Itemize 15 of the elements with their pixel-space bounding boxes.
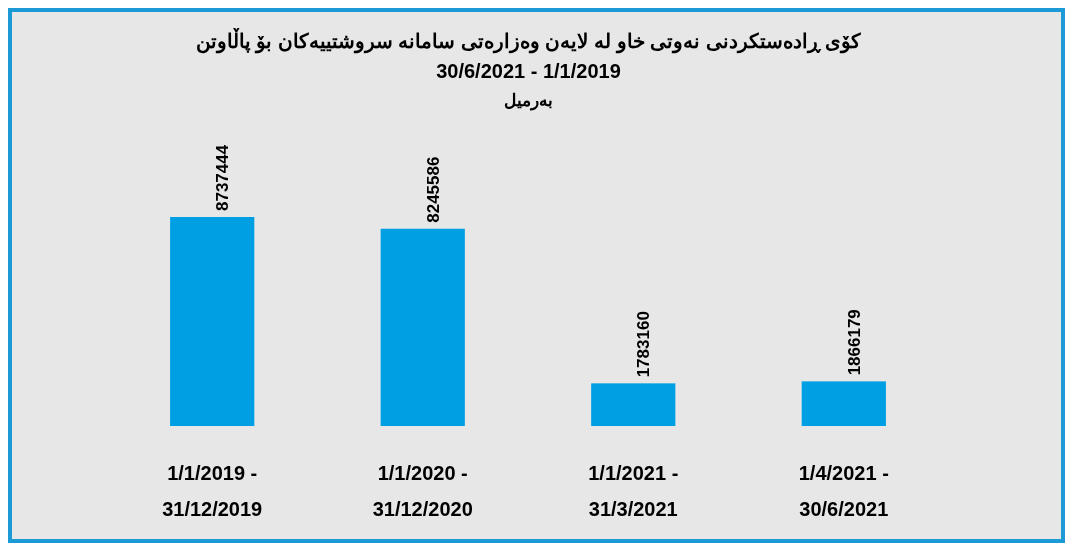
x-tick-label: 1/1/2020 - 31/12/2020 [372, 462, 473, 520]
x-tick-label: 1/1/2019 - 31/12/2019 [162, 462, 263, 520]
x-tick-label: 1/4/2021 - 30/6/2021 [798, 462, 889, 520]
bar [801, 381, 886, 426]
data-label: 1783160 [634, 311, 654, 378]
bar [591, 383, 676, 426]
bar [170, 217, 255, 426]
x-tick-label: 1/1/2021 - 31/3/2021 [588, 462, 679, 520]
data-label: 8737444 [213, 144, 233, 211]
text: بەرمیل [504, 91, 553, 111]
data-label: 1866179 [844, 309, 864, 376]
chart-subtitle: 30/6/2021 - 1/1/2019 [436, 60, 621, 82]
data-label: 8245586 [423, 156, 443, 223]
bar [380, 228, 465, 426]
chart-title: کۆی ڕادەستکردنی نەوتی خاو لە لایەن وەزارەتی سامانە سروشتییەکان بۆ پاڵاوتن [195, 28, 862, 54]
